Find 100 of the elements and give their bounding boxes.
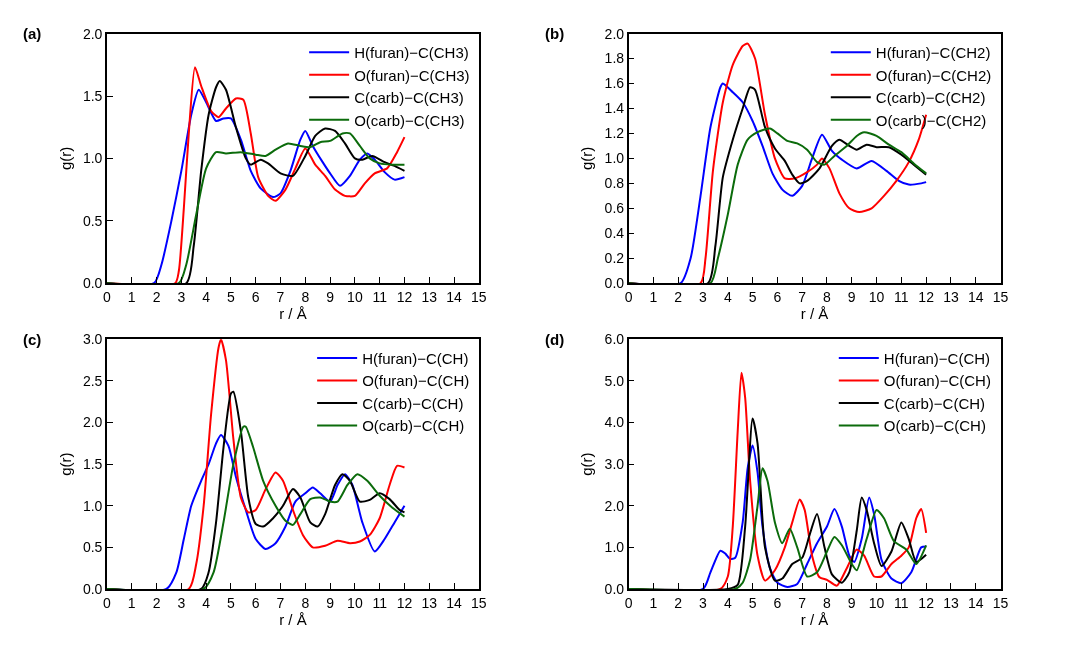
y-tick-label: 1.4 (604, 100, 625, 117)
legend-label: C(carb)−C(CH2) (875, 89, 986, 107)
y-tick-label: 2.5 (82, 372, 103, 389)
legend-label: O(furan)−C(CH) (362, 372, 470, 390)
chart-title: (d) (545, 331, 565, 348)
y-tick-label: 4.0 (604, 414, 625, 431)
y-tick-label: 1.0 (604, 150, 625, 167)
x-tick-label: 2 (152, 288, 161, 305)
x-tick-label: 15 (471, 288, 487, 305)
y-tick-label: 2.0 (604, 497, 625, 514)
x-tick-label: 3 (177, 594, 186, 611)
x-tick-label: 0 (103, 288, 112, 305)
x-tick-label: 13 (421, 594, 438, 611)
legend-label: O(furan)−C(CH2) (875, 66, 992, 84)
x-tick-label: 6 (773, 288, 782, 305)
line-series (106, 132, 406, 284)
x-axis-title: r / Å (279, 304, 307, 322)
x-tick-label: 0 (103, 594, 112, 611)
chart-title: (a) (23, 25, 42, 42)
y-tick-label: 2.0 (82, 25, 103, 42)
x-tick-label: 7 (798, 594, 807, 611)
y-tick-label: 3.0 (604, 456, 625, 473)
x-tick-label: 5 (227, 594, 236, 611)
x-tick-label: 2 (152, 594, 161, 611)
y-tick-label: 3.0 (82, 331, 103, 348)
x-tick-label: 10 (347, 288, 363, 305)
y-axis-title: g(r) (56, 452, 74, 476)
x-tick-label: 9 (847, 288, 856, 305)
line-series (628, 127, 928, 284)
x-tick-label: 9 (847, 594, 856, 611)
x-tick-label: 4 (202, 288, 211, 305)
x-tick-label: 3 (177, 288, 186, 305)
x-tick-label: 0 (624, 594, 633, 611)
x-tick-label: 10 (868, 594, 885, 611)
legend-label: H(furan)−C(CH) (362, 349, 469, 367)
x-tick-label: 8 (823, 288, 832, 305)
x-tick-label: 6 (251, 594, 260, 611)
y-tick-label: 1.0 (604, 539, 625, 556)
legend-label: C(carb)−C(CH3) (354, 89, 464, 107)
y-tick-label: 1.5 (82, 456, 103, 473)
x-tick-label: 5 (227, 288, 236, 305)
x-tick-label: 4 (202, 594, 211, 611)
y-tick-label: 2.0 (82, 414, 103, 431)
x-axis-title: r / Å (279, 610, 307, 628)
legend-label: O(carb)−C(CH) (883, 417, 986, 435)
y-tick-label: 1.8 (604, 50, 625, 67)
chart-title: (b) (545, 25, 565, 42)
y-axis-title: g(r) (578, 452, 596, 476)
y-tick-label: 1.0 (82, 497, 103, 514)
x-tick-label: 3 (699, 594, 708, 611)
chart-title: (c) (23, 331, 42, 348)
x-tick-label: 9 (326, 594, 335, 611)
x-tick-label: 12 (918, 288, 935, 305)
x-tick-label: 14 (967, 594, 984, 611)
x-tick-label: 12 (396, 594, 413, 611)
x-tick-label: 6 (251, 288, 260, 305)
legend-label: O(carb)−C(CH3) (354, 111, 465, 129)
x-axis-title: r / Å (800, 304, 829, 322)
x-tick-label: 13 (943, 288, 959, 305)
legend-label: H(furan)−C(CH) (883, 349, 991, 367)
y-tick-label: 1.2 (604, 125, 625, 142)
x-tick-label: 1 (127, 594, 136, 611)
x-tick-label: 13 (943, 594, 959, 611)
x-tick-label: 5 (748, 288, 757, 305)
y-tick-label: 0.8 (604, 175, 625, 192)
y-tick-label: 1.5 (82, 87, 103, 104)
x-tick-label: 14 (967, 288, 984, 305)
x-tick-label: 4 (723, 288, 732, 305)
legend-label: O(carb)−C(CH) (362, 417, 465, 435)
y-tick-label: 0.0 (82, 275, 103, 292)
x-tick-label: 5 (748, 594, 757, 611)
y-tick-label: 0.0 (604, 580, 625, 597)
x-tick-label: 11 (372, 594, 388, 611)
x-tick-label: 15 (992, 594, 1009, 611)
x-tick-label: 11 (894, 594, 909, 611)
x-tick-label: 7 (276, 594, 285, 611)
legend-label: O(furan)−C(CH3) (354, 66, 470, 84)
x-tick-label: 8 (301, 594, 310, 611)
x-tick-label: 12 (396, 288, 413, 305)
y-tick-label: 0.0 (604, 275, 625, 292)
x-tick-label: 13 (421, 288, 438, 305)
y-tick-label: 0.0 (82, 580, 103, 597)
x-tick-label: 14 (446, 594, 463, 611)
legend-label: H(furan)−C(CH3) (354, 44, 469, 62)
x-tick-label: 8 (301, 288, 310, 305)
y-axis-title: g(r) (56, 146, 74, 171)
x-axis-title: r / Å (800, 610, 829, 628)
x-tick-label: 6 (773, 594, 782, 611)
line-series (628, 467, 928, 589)
y-axis-title: g(r) (578, 146, 596, 171)
x-tick-label: 9 (326, 288, 335, 305)
legend-label: O(furan)−C(CH) (883, 372, 991, 390)
x-tick-label: 15 (471, 594, 487, 611)
x-tick-label: 12 (918, 594, 935, 611)
x-tick-label: 2 (674, 594, 683, 611)
legend-label: C(carb)−C(CH) (362, 394, 464, 412)
x-tick-label: 1 (649, 594, 658, 611)
x-tick-label: 2 (674, 288, 683, 305)
y-tick-label: 1.6 (604, 75, 625, 92)
x-tick-label: 1 (127, 288, 136, 305)
